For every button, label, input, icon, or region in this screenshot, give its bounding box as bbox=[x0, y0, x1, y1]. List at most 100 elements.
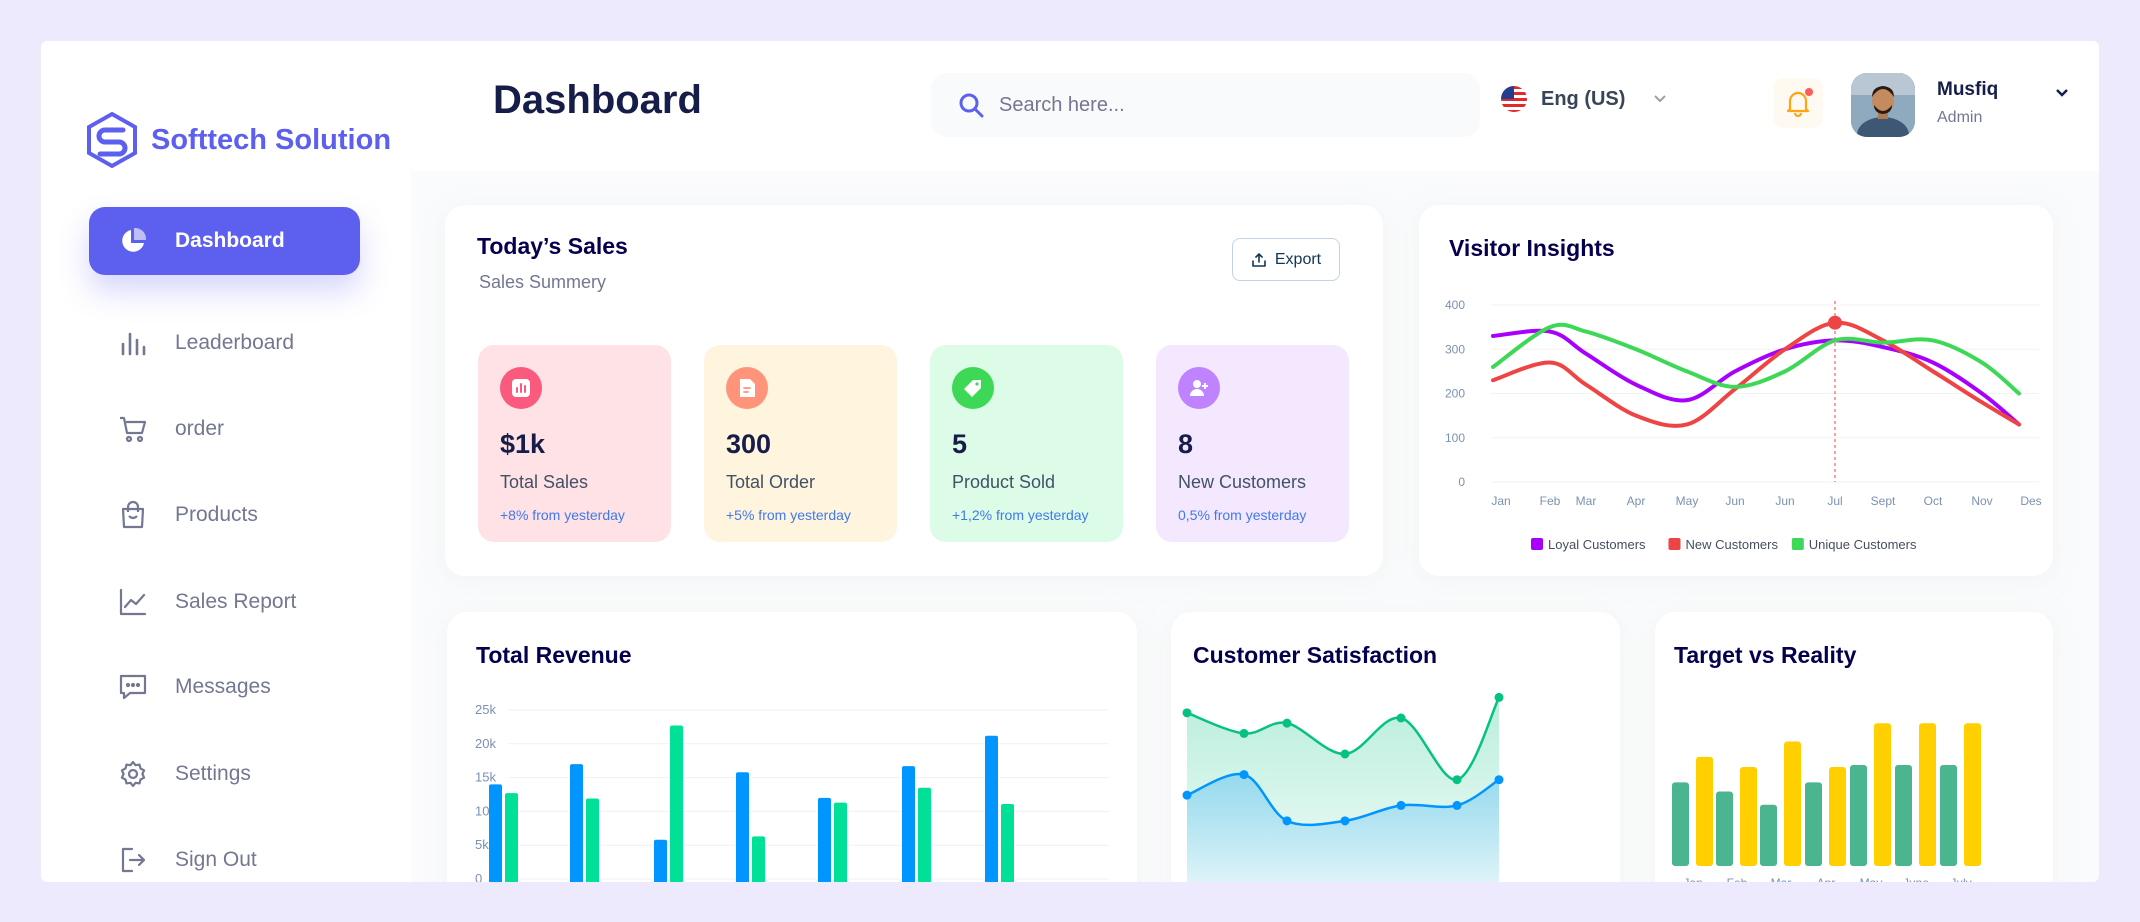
x-tick-label: July bbox=[1950, 876, 1971, 882]
target-bar bbox=[1784, 741, 1801, 866]
chevron-down-icon bbox=[1654, 95, 1667, 103]
data-point bbox=[1239, 728, 1249, 738]
x-tick-label: Apr bbox=[1817, 876, 1836, 882]
target-vs-reality-card: Target vs Reality Jan Feb Mar Apr May June Jul… bbox=[1655, 612, 2053, 882]
line-chart-icon bbox=[117, 586, 149, 618]
app-frame: Softtech Solution Dashboard Leaderboard … bbox=[41, 41, 2099, 882]
data-point bbox=[1182, 708, 1192, 718]
data-point bbox=[1396, 800, 1406, 810]
total-revenue-card: Total Revenue 0 5k 10k 15k 20k 25k bbox=[447, 612, 1137, 882]
chart-box-icon bbox=[500, 367, 542, 409]
stat-value: 8 bbox=[1178, 429, 1194, 459]
y-tick-label: 100 bbox=[1445, 431, 1465, 445]
stat-change: +5% from yesterday bbox=[726, 507, 851, 523]
tag-icon bbox=[952, 367, 994, 409]
card-title: Total Revenue bbox=[476, 642, 632, 668]
export-button[interactable]: Export bbox=[1232, 238, 1340, 281]
x-tick-label: Jul bbox=[1827, 494, 1842, 508]
sidebar-item-label: Settings bbox=[175, 762, 251, 785]
data-point bbox=[1340, 816, 1350, 826]
legend-label: Unique Customers bbox=[1809, 537, 1917, 552]
data-point bbox=[1282, 816, 1292, 826]
upload-icon bbox=[1252, 252, 1266, 267]
sidebar-item-products[interactable]: Products bbox=[89, 481, 360, 549]
y-tick-label: 200 bbox=[1445, 387, 1465, 401]
sidebar-item-label: Messages bbox=[175, 675, 271, 698]
y-tick-label: 400 bbox=[1445, 298, 1465, 312]
shopping-bag-icon bbox=[117, 499, 149, 531]
visitor-insights-card: Visitor Insights 0 100 200 300 400 Jan Feb Mar A… bbox=[1419, 205, 2053, 576]
revenue-bar bbox=[902, 766, 915, 882]
target-vs-reality-chart: JanFebMarAprMayJuneJulyReality Sales bbox=[1672, 723, 1981, 882]
x-tick-label: May bbox=[1676, 494, 1699, 508]
sidebar-item-label: Sign Out bbox=[175, 848, 257, 871]
brand-logo[interactable]: Softtech Solution bbox=[85, 111, 391, 169]
stat-card-product-sold: 5 Product Sold +1,2% from yesterday bbox=[930, 345, 1123, 542]
series-line bbox=[1491, 322, 2021, 396]
search-input[interactable] bbox=[999, 93, 1439, 117]
notification-dot bbox=[1805, 88, 1813, 96]
search-box[interactable] bbox=[931, 73, 1480, 137]
language-selector[interactable]: Eng (US) bbox=[1501, 86, 1667, 112]
reality-bar bbox=[1895, 765, 1912, 866]
x-tick-label: Des bbox=[2020, 494, 2041, 508]
y-tick-label: 5k bbox=[475, 837, 489, 852]
stat-label: Product Sold bbox=[952, 472, 1056, 492]
legend-swatch bbox=[1668, 538, 1681, 550]
revenue-bar bbox=[586, 798, 599, 882]
avatar[interactable] bbox=[1851, 73, 1915, 137]
series-line bbox=[1491, 328, 2021, 427]
reality-bar bbox=[1850, 765, 1867, 866]
x-tick-label: Oct bbox=[1924, 494, 1943, 508]
user-name: Musfiq bbox=[1937, 79, 1999, 100]
card-title: Visitor Insights bbox=[1449, 235, 1615, 261]
data-point bbox=[1282, 718, 1292, 728]
bell-icon bbox=[1786, 91, 1810, 117]
export-label: Export bbox=[1274, 250, 1322, 268]
search-icon bbox=[959, 93, 984, 118]
sidebar-item-sales-report[interactable]: Sales Report bbox=[89, 568, 360, 636]
stat-value: 300 bbox=[726, 429, 772, 459]
x-tick-label: Feb bbox=[1727, 876, 1748, 882]
card-subtitle: Sales Summery bbox=[479, 272, 607, 292]
sidebar-item-order[interactable]: order bbox=[89, 395, 360, 463]
notification-button[interactable] bbox=[1773, 78, 1823, 128]
series-line bbox=[1491, 320, 2021, 428]
stat-value: 5 bbox=[952, 429, 968, 459]
data-point bbox=[1452, 800, 1462, 810]
user-role: Admin bbox=[1937, 109, 1983, 126]
pie-chart-icon bbox=[117, 225, 149, 257]
todays-sales-card: Today’s Sales Sales Summery Export $1k T… bbox=[445, 205, 1383, 576]
add-user-icon bbox=[1178, 367, 1220, 409]
card-title: Today’s Sales bbox=[477, 233, 628, 259]
revenue-bar bbox=[985, 735, 998, 882]
stat-label: New Customers bbox=[1178, 472, 1307, 492]
y-tick-label: 0 bbox=[1458, 475, 1465, 489]
sidebar-item-sign-out[interactable]: Sign Out bbox=[89, 826, 360, 882]
y-tick-label: 15k bbox=[475, 770, 496, 785]
reality-bar bbox=[1760, 804, 1777, 866]
sidebar-item-dashboard[interactable]: Dashboard bbox=[89, 207, 360, 275]
sidebar-item-settings[interactable]: Settings bbox=[89, 740, 360, 808]
data-point bbox=[1452, 775, 1462, 785]
x-tick-label: June bbox=[1903, 876, 1929, 882]
revenue-bar bbox=[654, 839, 667, 882]
sidebar-item-messages[interactable]: Messages bbox=[89, 653, 360, 721]
highlight-point bbox=[1828, 315, 1842, 330]
reality-bar bbox=[1672, 782, 1689, 866]
sidebar-item-label: order bbox=[175, 417, 225, 440]
revenue-bar bbox=[1001, 803, 1014, 882]
sidebar-item-label: Products bbox=[175, 503, 258, 526]
message-icon bbox=[117, 671, 149, 703]
data-point bbox=[1182, 790, 1192, 800]
legend-swatch bbox=[1791, 538, 1804, 550]
customer-satisfaction-chart bbox=[1182, 692, 1504, 882]
revenue-bar bbox=[570, 764, 583, 882]
target-bar bbox=[1964, 723, 1981, 866]
sidebar-item-leaderboard[interactable]: Leaderboard bbox=[89, 309, 360, 377]
revenue-bar bbox=[818, 797, 831, 882]
user-menu-toggle[interactable] bbox=[2055, 85, 2069, 103]
stat-change: +1,2% from yesterday bbox=[952, 507, 1089, 523]
sign-out-icon bbox=[117, 844, 149, 876]
